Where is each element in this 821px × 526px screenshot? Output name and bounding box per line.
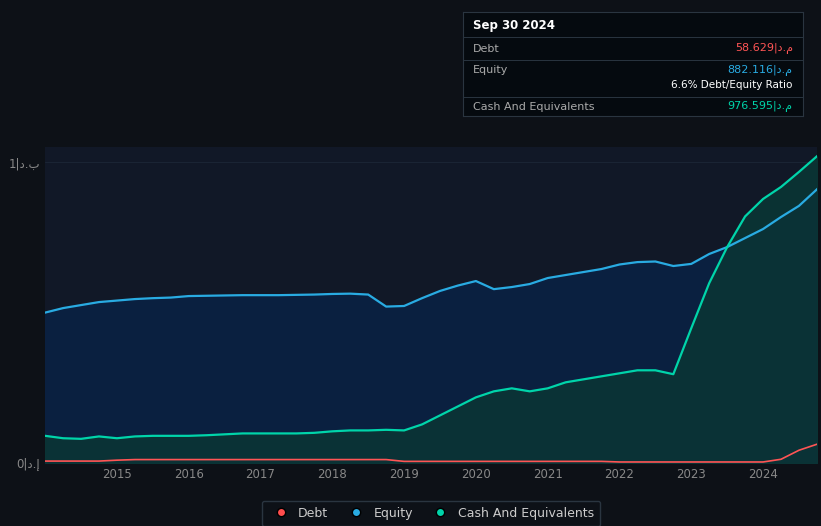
Text: Cash And Equivalents: Cash And Equivalents	[473, 102, 594, 112]
Text: Debt: Debt	[473, 44, 500, 54]
Text: 6.6% Debt/Equity Ratio: 6.6% Debt/Equity Ratio	[672, 80, 793, 90]
Text: Equity: Equity	[473, 65, 509, 75]
Text: 58.629|د.م: 58.629|د.م	[735, 43, 793, 54]
Text: Sep 30 2024: Sep 30 2024	[473, 19, 555, 32]
Legend: Debt, Equity, Cash And Equivalents: Debt, Equity, Cash And Equivalents	[262, 501, 600, 526]
Text: 976.595|د.م: 976.595|د.م	[727, 102, 793, 113]
Text: 882.116|د.م: 882.116|د.م	[727, 65, 793, 76]
